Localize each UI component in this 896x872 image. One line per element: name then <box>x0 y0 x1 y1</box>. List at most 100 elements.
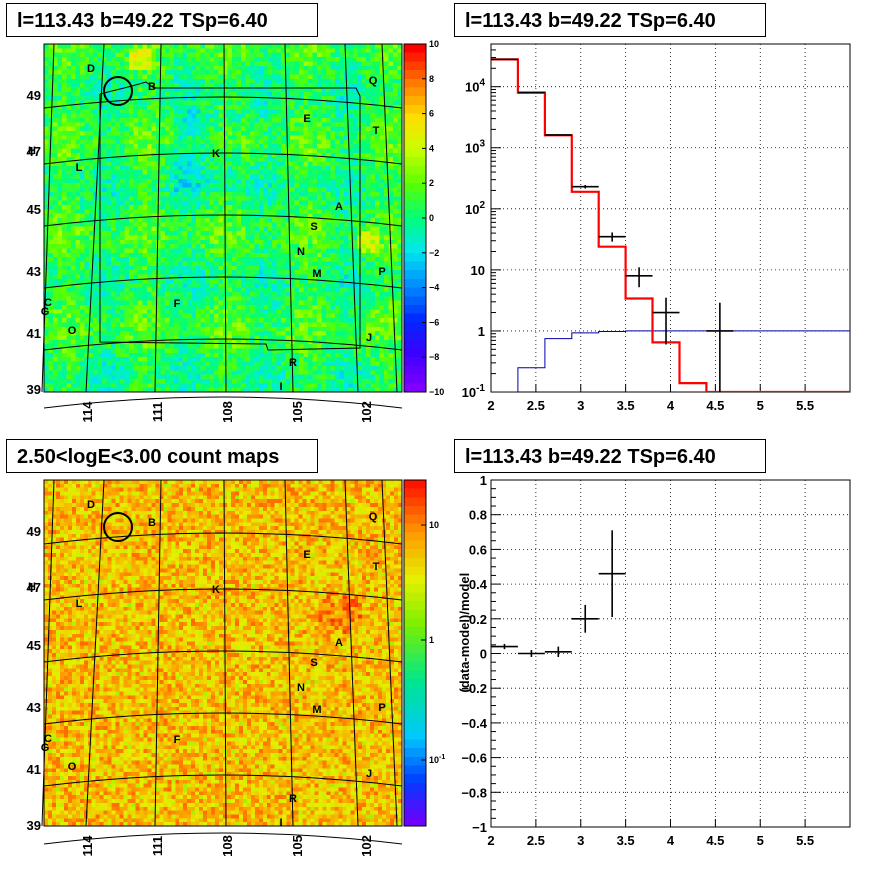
source-label-D: D <box>87 63 95 75</box>
residuals-y-tick: −0.8 <box>461 785 487 800</box>
residuals-y-tick: −0.2 <box>461 681 487 696</box>
residual-point <box>517 650 545 657</box>
residuals-y-tick: 0.4 <box>469 577 488 592</box>
colorbar-tick: 1 <box>429 635 434 645</box>
spectrum-x-tick: 3 <box>577 398 584 413</box>
map-y-tick: 43 <box>27 264 41 279</box>
source-label-P: P <box>378 702 385 714</box>
map-x-tick: 102 <box>359 835 374 857</box>
residuals-x-tick: 2 <box>487 833 494 848</box>
latitude-line <box>43 96 403 109</box>
source-label-J: J <box>366 332 372 344</box>
source-label-S: S <box>310 221 317 233</box>
source-label-M: M <box>312 268 321 280</box>
map-x-tick: 114 <box>80 401 95 423</box>
residual-point <box>491 643 518 650</box>
residual-point <box>544 646 572 657</box>
residuals-y-tick: 0.8 <box>469 508 487 523</box>
colorbar-tick: 8 <box>429 74 434 84</box>
longitude-line <box>223 479 227 827</box>
data-point <box>652 297 680 345</box>
source-label-A: A <box>335 637 343 649</box>
residual-point <box>571 604 599 633</box>
map-y-tick: 45 <box>27 638 41 653</box>
residuals-title: l=113.43 b=49.22 TSp=6.40 <box>454 439 766 473</box>
longitude-line <box>381 43 398 393</box>
source-circle <box>103 76 133 106</box>
residuals-x-tick: 4 <box>667 833 675 848</box>
latitude-line <box>43 396 403 409</box>
longitude-line <box>284 43 294 393</box>
longitude-line <box>344 43 359 393</box>
source-label-E: E <box>303 549 310 561</box>
spectrum-ticks <box>490 43 806 393</box>
spectrum-frame <box>490 43 851 393</box>
map-x-tick: 108 <box>220 401 235 423</box>
source-label-I: I <box>279 817 282 829</box>
longitude-line <box>284 479 294 827</box>
spectrum-x-tick: 5 <box>757 398 764 413</box>
longitude-line <box>85 479 105 827</box>
colorbar-tick: 10-1 <box>429 754 445 765</box>
map-y-tick: 39 <box>27 818 41 833</box>
spectrum-x-tick: 3.5 <box>617 398 635 413</box>
map-y-tick: 41 <box>27 762 41 777</box>
source-label-K: K <box>212 148 220 160</box>
colorbar-tick: −8 <box>429 352 439 362</box>
residuals-ticks <box>490 479 806 828</box>
source-label-P: P <box>378 266 385 278</box>
latitude-line <box>43 152 403 165</box>
spectrum-x-tick: 4.5 <box>706 398 724 413</box>
roi-boundary <box>99 81 361 351</box>
map-frame <box>43 479 403 827</box>
latitude-line <box>43 338 403 351</box>
source-label-S: S <box>310 657 317 669</box>
map-y-tick: 41 <box>27 326 41 341</box>
background-model-line <box>491 330 850 392</box>
spectrum-x-tick: 2.5 <box>527 398 545 413</box>
colorbar-tick: 2 <box>429 178 434 188</box>
map-x-tick: 102 <box>359 401 374 423</box>
source-label-L: L <box>76 162 83 174</box>
colorbar <box>403 479 427 827</box>
map-frame <box>43 43 403 393</box>
colorbar-tick: −6 <box>429 317 439 327</box>
colorbar-frame <box>403 479 427 827</box>
source-label-C: C <box>44 733 52 745</box>
residuals-x-tick: 3 <box>577 833 584 848</box>
colorbar-tick: 10 <box>429 520 439 530</box>
source-circle <box>103 512 133 542</box>
source-label-N: N <box>297 682 305 694</box>
data-point <box>571 185 599 189</box>
source-label-J: J <box>366 768 372 780</box>
longitude-line <box>223 43 227 393</box>
data-point <box>544 134 572 136</box>
source-label-M: M <box>312 704 321 716</box>
latitude-line <box>43 774 403 787</box>
ts-map-title: l=113.43 b=49.22 TSp=6.40 <box>6 3 318 37</box>
source-label-T: T <box>373 561 380 573</box>
source-label-A: A <box>335 201 343 213</box>
source-label-N: N <box>297 246 305 258</box>
data-point <box>625 267 653 288</box>
residuals-y-tick: 0 <box>480 647 487 662</box>
graticule <box>41 43 403 409</box>
map-y-tick: 49 <box>27 524 41 539</box>
map-y-tick: 45 <box>27 202 41 217</box>
colorbar-tick: −10 <box>429 387 444 397</box>
longitude-line <box>85 43 105 393</box>
source-label-Q: Q <box>369 511 378 523</box>
colorbar <box>403 43 427 393</box>
spectrum-y-tick: 103 <box>465 139 485 156</box>
spectrum-x-tick: 2 <box>487 398 494 413</box>
map-x-tick: 105 <box>290 401 305 423</box>
latitude-line <box>43 650 403 663</box>
residuals-y-tick: 1 <box>480 473 487 488</box>
colorbar-tick: 10 <box>429 39 439 49</box>
spectrum-y-tick: 102 <box>465 200 485 217</box>
spectrum-y-tick: 1 <box>478 324 485 339</box>
source-label-G: G <box>41 306 50 318</box>
map-x-tick: 108 <box>220 835 235 857</box>
map-x-tick: 114 <box>80 835 95 857</box>
